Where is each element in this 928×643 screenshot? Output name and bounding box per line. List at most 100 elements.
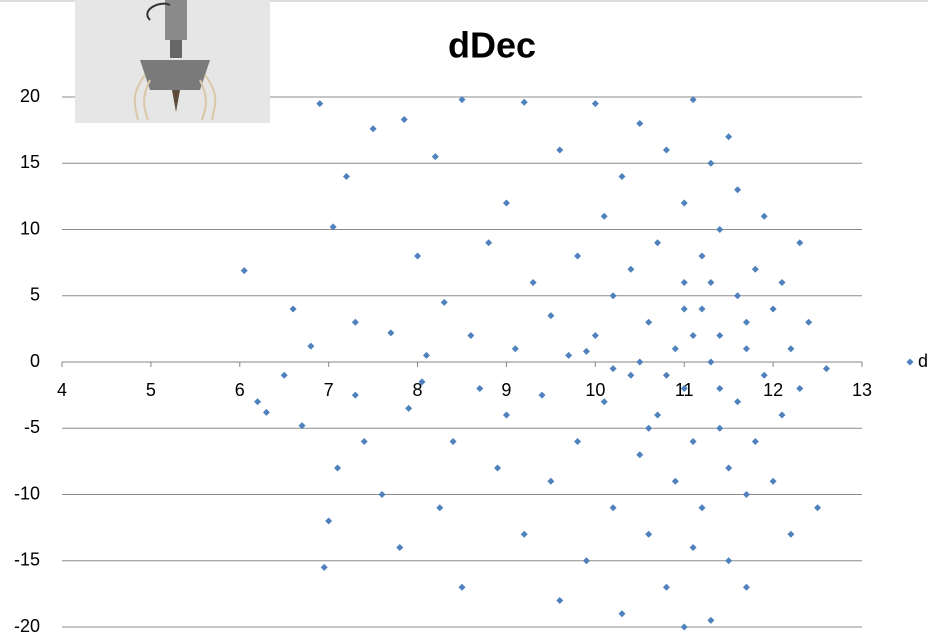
data-point bbox=[334, 464, 342, 472]
data-point bbox=[636, 451, 644, 459]
data-point bbox=[289, 305, 297, 313]
data-point bbox=[814, 504, 822, 512]
y-tick-label: -20 bbox=[14, 616, 40, 636]
data-point bbox=[751, 438, 759, 445]
y-tick-label: -5 bbox=[24, 417, 40, 437]
data-point bbox=[662, 371, 670, 379]
data-point bbox=[609, 365, 617, 373]
data-point bbox=[734, 186, 742, 194]
y-tick-label: 5 bbox=[30, 285, 40, 305]
data-point bbox=[698, 252, 706, 260]
data-point bbox=[351, 318, 359, 326]
data-point bbox=[414, 252, 422, 260]
data-point bbox=[591, 100, 599, 108]
data-point bbox=[467, 332, 475, 339]
data-point bbox=[609, 504, 617, 512]
data-point bbox=[716, 385, 724, 392]
data-point bbox=[547, 312, 555, 320]
data-point bbox=[502, 411, 510, 419]
data-point bbox=[405, 404, 413, 412]
data-point bbox=[654, 239, 662, 247]
data-point bbox=[769, 305, 777, 313]
data-point bbox=[591, 332, 599, 339]
data-point bbox=[742, 491, 750, 498]
data-point bbox=[476, 385, 484, 392]
data-point bbox=[671, 477, 679, 485]
data-point bbox=[680, 623, 688, 631]
data-point bbox=[369, 125, 377, 133]
data-point bbox=[485, 239, 493, 247]
data-point bbox=[707, 159, 715, 167]
device-photo bbox=[75, 0, 270, 123]
data-point bbox=[520, 98, 528, 106]
data-point bbox=[502, 199, 510, 207]
data-point bbox=[725, 557, 733, 565]
data-point bbox=[431, 153, 439, 161]
data-point bbox=[716, 424, 724, 432]
data-point bbox=[351, 391, 359, 399]
data-point bbox=[556, 597, 564, 604]
data-point bbox=[689, 438, 697, 445]
data-point bbox=[796, 239, 804, 247]
data-point bbox=[778, 411, 786, 419]
data-point bbox=[680, 199, 688, 207]
data-point bbox=[556, 146, 564, 154]
data-point bbox=[662, 583, 670, 591]
data-point bbox=[760, 371, 768, 379]
data-point bbox=[529, 279, 537, 286]
data-point bbox=[280, 371, 288, 379]
data-point bbox=[298, 422, 306, 430]
data-point bbox=[574, 438, 582, 445]
data-point bbox=[734, 292, 742, 300]
data-point bbox=[262, 408, 270, 416]
data-point bbox=[387, 329, 395, 337]
data-point bbox=[796, 385, 804, 392]
data-point bbox=[582, 347, 590, 355]
data-point bbox=[742, 583, 750, 591]
data-point bbox=[680, 305, 688, 313]
data-point bbox=[636, 358, 644, 366]
data-point bbox=[520, 530, 528, 538]
data-point bbox=[778, 279, 786, 286]
data-point bbox=[618, 173, 626, 180]
x-tick-label: 8 bbox=[413, 380, 423, 400]
data-point bbox=[609, 292, 617, 300]
data-point bbox=[240, 267, 248, 275]
y-tick-label: 20 bbox=[20, 86, 40, 106]
data-point bbox=[707, 358, 715, 366]
x-tick-label: 13 bbox=[852, 380, 872, 400]
data-point bbox=[618, 610, 626, 618]
data-point bbox=[636, 120, 644, 127]
data-point bbox=[360, 438, 368, 445]
legend-marker bbox=[906, 358, 914, 366]
data-point bbox=[582, 557, 590, 565]
y-tick-label: 0 bbox=[30, 351, 40, 371]
data-point bbox=[725, 464, 733, 472]
data-point bbox=[436, 504, 444, 512]
data-point bbox=[689, 544, 697, 551]
data-point bbox=[458, 96, 466, 104]
data-point bbox=[449, 438, 457, 445]
data-point bbox=[680, 385, 688, 392]
data-point bbox=[689, 332, 697, 339]
data-point bbox=[325, 517, 333, 525]
data-point bbox=[787, 345, 795, 353]
data-point bbox=[418, 378, 426, 386]
x-tick-label: 6 bbox=[235, 380, 245, 400]
data-point bbox=[734, 398, 742, 406]
data-point bbox=[787, 530, 795, 538]
data-point bbox=[645, 318, 653, 326]
data-point bbox=[511, 345, 519, 353]
data-point bbox=[600, 212, 608, 220]
data-point bbox=[254, 398, 262, 406]
data-point bbox=[400, 116, 408, 124]
data-point bbox=[769, 477, 777, 485]
data-point bbox=[458, 583, 466, 591]
x-tick-label: 5 bbox=[146, 380, 156, 400]
data-point bbox=[742, 318, 750, 326]
x-tick-label: 10 bbox=[585, 380, 605, 400]
data-point bbox=[689, 96, 697, 104]
chart-title: dDec bbox=[448, 25, 536, 66]
data-point bbox=[742, 345, 750, 353]
data-point bbox=[716, 332, 724, 339]
